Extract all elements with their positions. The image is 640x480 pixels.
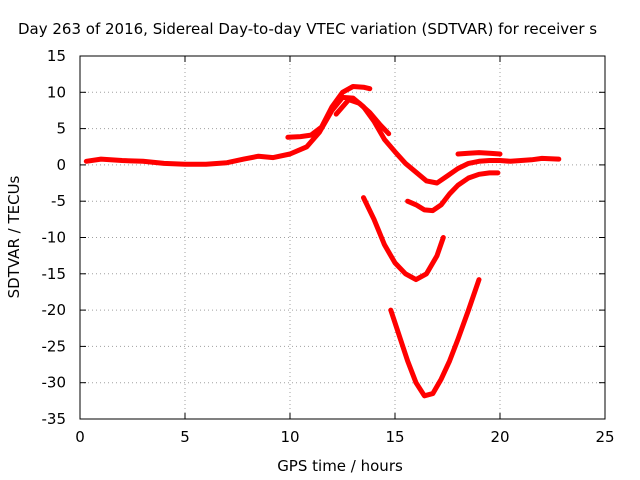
y-tick-label: -25 xyxy=(42,337,67,355)
x-tick-label: 5 xyxy=(180,428,190,446)
series-line-track-3 xyxy=(333,97,392,137)
series-line-track-6 xyxy=(361,195,446,283)
series-line-track-7 xyxy=(388,277,482,399)
y-tick-label: 15 xyxy=(47,47,66,65)
series-layer xyxy=(83,84,562,399)
y-tick-label: 10 xyxy=(47,83,66,101)
y-tick-label: 0 xyxy=(56,156,66,174)
y-tick-label: -30 xyxy=(42,374,67,392)
y-tick-label: -20 xyxy=(42,301,67,319)
x-tick-label: 20 xyxy=(490,428,509,446)
series-line-track-4 xyxy=(405,170,501,214)
chart-title: Day 263 of 2016, Sidereal Day-to-day VTE… xyxy=(18,20,597,38)
x-axis-label: GPS time / hours xyxy=(277,457,403,475)
tick-layer xyxy=(79,55,606,420)
y-tick-label: 5 xyxy=(56,120,66,138)
x-tick-label: 0 xyxy=(75,428,85,446)
y-tick-label: -35 xyxy=(42,410,67,428)
series-line-track-5 xyxy=(455,150,503,157)
y-tick-label: -5 xyxy=(51,192,66,210)
x-tick-label: 25 xyxy=(595,428,614,446)
tick-labels: 0 5 10 15 20 25 15 10 5 0 -5 -10 -15 -20 -25 -30 -35 xyxy=(42,47,615,446)
x-tick-label: 10 xyxy=(280,428,299,446)
y-tick-label: -10 xyxy=(42,229,67,247)
y-tick-label: -15 xyxy=(42,265,67,283)
series-line-track-2 xyxy=(285,84,373,140)
y-axis-label: SDTVAR / TECUs xyxy=(5,175,23,298)
grid-layer xyxy=(80,56,605,419)
x-tick-label: 15 xyxy=(385,428,404,446)
